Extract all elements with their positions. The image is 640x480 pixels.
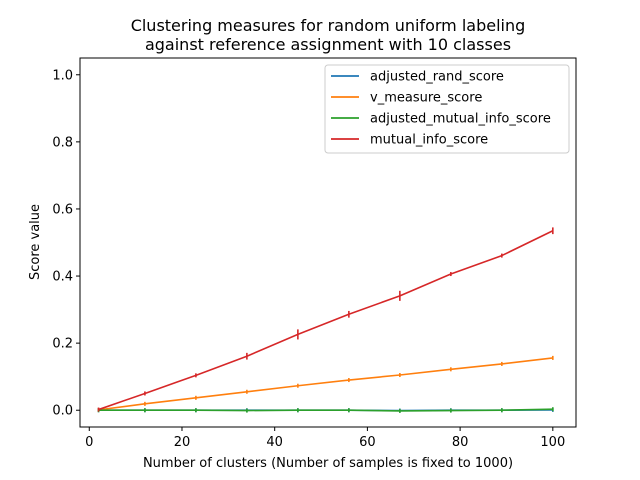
series-v-measure-score: [97, 355, 554, 412]
x-tick-label: 20: [174, 435, 191, 450]
x-tick-label: 100: [540, 435, 565, 450]
series-line: [98, 408, 553, 412]
y-tick-label: 0.8: [52, 135, 73, 150]
series-line: [98, 357, 553, 411]
chart-title-line2: against reference assignment with 10 cla…: [145, 35, 511, 54]
y-tick-label: 1.0: [52, 68, 73, 83]
chart-title-line1: Clustering measures for random uniform l…: [131, 16, 526, 35]
legend-box: [324, 64, 570, 154]
series-line: [98, 230, 554, 411]
x-tick-label: 80: [452, 435, 469, 450]
ticks-layer: 0 20 40 60 80 100 0.0 0.2 0.4 0.6 0.8 1.0: [52, 68, 565, 450]
x-tick-label: 60: [359, 435, 376, 450]
y-tick-label: 0.0: [52, 404, 73, 419]
x-axis-title: Number of clusters (Number of samples is…: [143, 456, 513, 471]
x-tick-label: 40: [266, 435, 283, 450]
series-mutual-info-score: [97, 227, 554, 412]
legend-label: adjusted_mutual_info_score: [370, 112, 551, 127]
legend-label: mutual_info_score: [370, 133, 488, 148]
legend-label: adjusted_rand_score: [370, 70, 504, 85]
x-tick-label: 0: [85, 435, 93, 450]
plot-frame: [79, 57, 577, 428]
y-tick-label: 0.2: [52, 337, 73, 352]
y-tick-label: 0.6: [52, 202, 73, 217]
legend: adjusted_rand_score v_measure_scoreadjust…: [324, 64, 570, 154]
y-axis-title: Score value: [28, 204, 43, 280]
legend-label: v_measure_score: [370, 91, 482, 106]
y-tick-label: 0.4: [52, 270, 73, 285]
series-layer: [97, 227, 554, 413]
